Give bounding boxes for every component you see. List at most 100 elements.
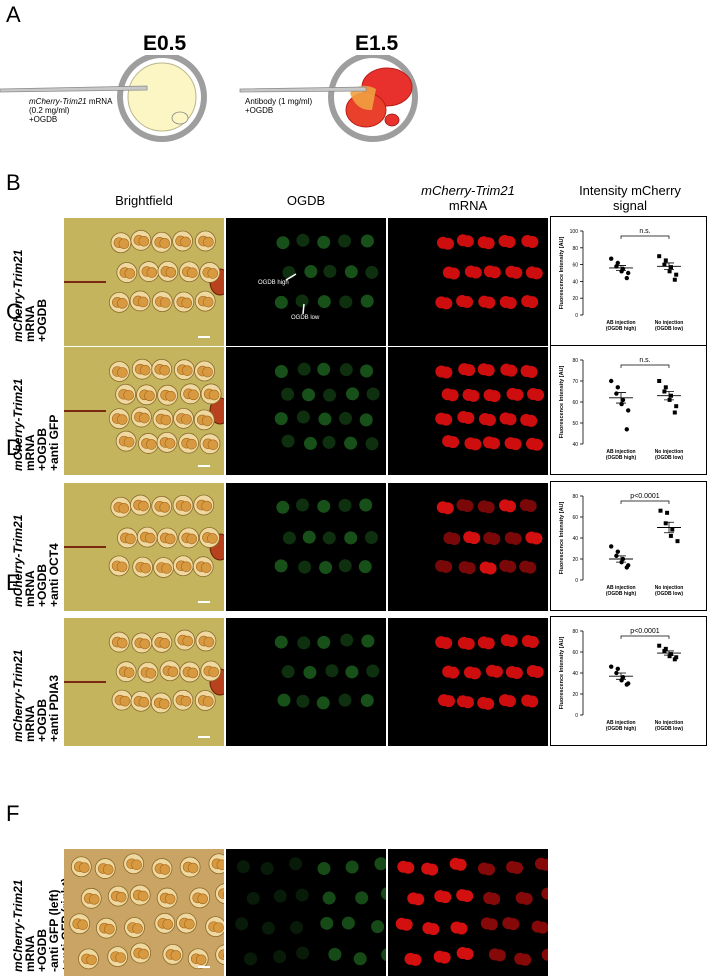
col-header-brightfield: Brightfield xyxy=(115,193,173,208)
y-tick-label: 20 xyxy=(572,296,578,302)
embryo-red xyxy=(499,499,517,513)
embryo-red xyxy=(520,365,538,379)
image-mcherry-c xyxy=(388,347,548,475)
image-mcherry-f xyxy=(388,849,548,976)
embryo-green xyxy=(296,410,310,424)
embryo-green xyxy=(277,693,291,707)
embryo-green xyxy=(235,917,249,931)
embryo xyxy=(179,856,201,878)
error-bar xyxy=(664,391,674,401)
panel-letter-e: E xyxy=(6,570,21,595)
embryo xyxy=(151,291,173,313)
embryo xyxy=(80,887,102,909)
panel-letter-f: F xyxy=(6,801,20,826)
embryo xyxy=(172,689,194,711)
embryo-red xyxy=(514,952,532,966)
embryo xyxy=(123,853,145,875)
embryo xyxy=(205,916,224,938)
embryo-green xyxy=(359,413,373,427)
embryo-green xyxy=(274,295,288,309)
x-category-label: AB injection xyxy=(606,720,635,726)
x-category-label: No injection xyxy=(655,720,684,726)
data-point xyxy=(663,258,668,263)
embryo-green xyxy=(323,264,337,278)
mcherry-micrograph xyxy=(435,234,543,310)
embryo-red xyxy=(541,887,548,900)
embryo-green xyxy=(374,857,386,871)
embryo xyxy=(152,408,174,430)
embryo-red xyxy=(478,295,496,309)
embryo-red xyxy=(520,413,538,427)
data-point xyxy=(624,565,629,570)
col-header-ogdb: OGDB xyxy=(286,193,326,208)
embryo xyxy=(175,912,197,934)
embryo xyxy=(111,689,133,711)
embryo-red xyxy=(395,917,413,931)
embryo-green xyxy=(325,664,339,678)
intensity-chart-b: 0 20 40 60 80 100 Fluorescence Intensity [AU] A… xyxy=(550,216,707,346)
data-point xyxy=(624,275,629,281)
embryo xyxy=(131,632,153,654)
embryo xyxy=(173,407,194,429)
panel-letter-b: B xyxy=(6,170,21,195)
embryo-red xyxy=(506,861,524,875)
row-label-line: +anti OCT4 xyxy=(47,543,61,607)
data-point xyxy=(674,655,679,660)
y-tick-label: 60 xyxy=(572,515,578,521)
mcherry-micrograph xyxy=(435,363,545,451)
embryo-red xyxy=(519,499,537,513)
embryo-red xyxy=(435,559,453,573)
embryo-green xyxy=(360,364,374,378)
col-header-intensity: Intensity mCherry signal xyxy=(579,183,681,213)
x-category-label: AB injection xyxy=(606,449,635,455)
image-ogdb-f xyxy=(226,849,386,976)
embryo-green xyxy=(319,560,333,574)
embryo xyxy=(173,359,195,381)
data-point xyxy=(672,657,677,662)
embryo-red xyxy=(504,531,522,545)
y-axis-label: Fluorescence Intensity [AU] xyxy=(559,236,565,309)
embryo xyxy=(136,384,157,406)
embryo-red xyxy=(477,636,495,650)
embryo-red xyxy=(534,857,548,871)
embryo xyxy=(130,229,152,251)
embryo-red xyxy=(485,664,503,678)
embryo xyxy=(178,432,199,454)
embryo-red xyxy=(463,666,481,680)
two-cell-schematic xyxy=(239,55,418,142)
data-point xyxy=(615,260,620,266)
embryo xyxy=(215,944,224,965)
data-point xyxy=(675,539,680,544)
embryo xyxy=(130,690,152,712)
embryo-green xyxy=(261,921,275,935)
embryo xyxy=(195,230,216,252)
x-category-label: (OGDB low) xyxy=(655,591,683,597)
significance-label: n.s. xyxy=(639,228,650,235)
embryo-green xyxy=(296,233,310,247)
embryo xyxy=(110,232,132,254)
embryo xyxy=(156,887,178,909)
embryo-red xyxy=(531,920,548,934)
embryo-green xyxy=(320,916,334,930)
embryo-green xyxy=(316,696,330,710)
embryo-green xyxy=(361,634,375,648)
significance-label: p<0.0001 xyxy=(630,493,659,500)
brightfield-micrograph xyxy=(64,483,224,611)
embryo-green xyxy=(276,236,290,250)
stage-label-e05: E0.5 xyxy=(143,32,187,55)
y-tick-label: 0 xyxy=(575,578,578,584)
embryo xyxy=(117,527,138,549)
annotation-ogdb-high: OGDB high xyxy=(258,280,289,286)
embryo-green xyxy=(236,860,250,874)
embryo xyxy=(194,690,216,711)
embryo xyxy=(138,261,160,282)
embryo-red xyxy=(435,412,453,426)
image-mcherry-b xyxy=(388,218,548,346)
embryo xyxy=(108,555,130,577)
embryo xyxy=(195,630,217,652)
embryo-red xyxy=(526,437,544,451)
y-tick-label: 50 xyxy=(572,421,578,427)
embryo xyxy=(130,942,152,964)
embryo-red xyxy=(422,922,440,936)
embryo-green xyxy=(345,860,359,874)
